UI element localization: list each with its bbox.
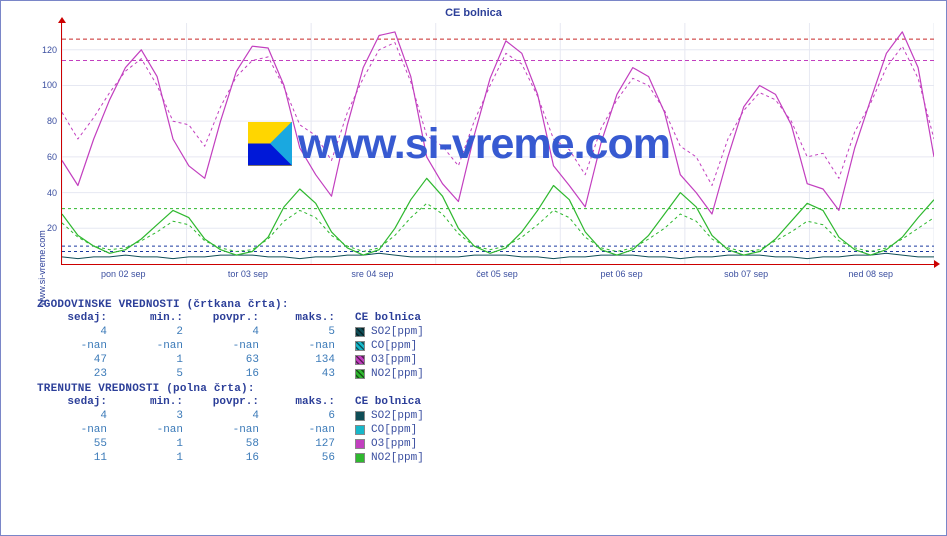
cell: -nan xyxy=(189,340,265,352)
table-row: 1111656NO2[ppm] xyxy=(37,451,934,465)
legend-cell: O3[ppm] xyxy=(341,438,417,450)
swatch-icon xyxy=(355,355,365,365)
table-row: 47163134 O3[ppm] xyxy=(37,353,934,367)
plot-area: 20406080100120 www.si-vreme.com pon 02 s… xyxy=(37,23,934,283)
y-tick: 120 xyxy=(29,45,57,55)
legend-cell: NO2[ppm] xyxy=(341,368,424,380)
x-tick: pet 06 sep xyxy=(601,269,643,279)
swatch-icon xyxy=(355,341,365,351)
cell: 56 xyxy=(265,452,341,464)
table-row: -nan-nan-nan-nanCO[ppm] xyxy=(37,423,934,437)
cell: 1 xyxy=(113,452,189,464)
table-row: 55158127 O3[ppm] xyxy=(37,437,934,451)
table-historic: ZGODOVINSKE VREDNOSTI (črtkana črta):sed… xyxy=(37,299,934,381)
site-col-header: CE bolnica xyxy=(341,312,421,324)
cell: 127 xyxy=(265,438,341,450)
cell: -nan xyxy=(265,424,341,436)
col-header: min.: xyxy=(113,312,189,324)
cell: 23 xyxy=(37,368,113,380)
series-label: O3[ppm] xyxy=(371,438,417,450)
table-current: TRENUTNE VREDNOSTI (polna črta):sedaj:mi… xyxy=(37,383,934,465)
cell: -nan xyxy=(265,340,341,352)
cell: 4 xyxy=(189,326,265,338)
cell: 11 xyxy=(37,452,113,464)
series-label: CO[ppm] xyxy=(371,424,417,436)
col-header: sedaj: xyxy=(37,312,113,324)
series-label: CO[ppm] xyxy=(371,340,417,352)
x-ticks: pon 02 sep tor 03 sep sre 04 sep čet 05 sep… xyxy=(61,267,934,283)
x-tick: ned 08 sep xyxy=(848,269,893,279)
col-header: sedaj: xyxy=(37,396,113,408)
cell: -nan xyxy=(37,424,113,436)
cell: 58 xyxy=(189,438,265,450)
cell: 47 xyxy=(37,354,113,366)
col-header: povpr.: xyxy=(189,396,265,408)
cell: 5 xyxy=(265,326,341,338)
data-tables: ZGODOVINSKE VREDNOSTI (črtkana črta):sed… xyxy=(37,299,934,467)
col-header: min.: xyxy=(113,396,189,408)
swatch-icon xyxy=(355,327,365,337)
cell: 4 xyxy=(37,326,113,338)
series-label: NO2[ppm] xyxy=(371,368,424,380)
cell: 16 xyxy=(189,452,265,464)
cell: 16 xyxy=(189,368,265,380)
site-col-header: CE bolnica xyxy=(341,396,421,408)
cell: 4 xyxy=(189,410,265,422)
cell: 4 xyxy=(37,410,113,422)
plot: www.si-vreme.com xyxy=(61,23,934,265)
y-tick: 20 xyxy=(29,223,57,233)
series-label: O3[ppm] xyxy=(371,354,417,366)
table-row: 2351643 NO2[ppm] xyxy=(37,367,934,381)
y-tick: 80 xyxy=(29,116,57,126)
y-tick: 40 xyxy=(29,188,57,198)
cell: 3 xyxy=(113,410,189,422)
x-tick: sob 07 sep xyxy=(724,269,768,279)
cell: 6 xyxy=(265,410,341,422)
legend-cell: CO[ppm] xyxy=(341,340,417,352)
table-row: 4346SO2[ppm] xyxy=(37,409,934,423)
y-tick: 60 xyxy=(29,152,57,162)
chart-title: CE bolnica xyxy=(1,7,946,19)
cell: 1 xyxy=(113,438,189,450)
y-tick: 100 xyxy=(29,80,57,90)
cell: -nan xyxy=(37,340,113,352)
table-row: -nan-nan-nan-nanCO[ppm] xyxy=(37,339,934,353)
col-header: maks.: xyxy=(265,396,341,408)
series-label: NO2[ppm] xyxy=(371,452,424,464)
x-tick: sre 04 sep xyxy=(351,269,393,279)
table-heading: TRENUTNE VREDNOSTI (polna črta): xyxy=(37,383,934,395)
swatch-icon xyxy=(355,453,365,463)
col-header: povpr.: xyxy=(189,312,265,324)
series-label: SO2[ppm] xyxy=(371,410,424,422)
watermark-logo-icon xyxy=(248,122,292,166)
cell: 134 xyxy=(265,354,341,366)
swatch-icon xyxy=(355,439,365,449)
legend-cell: O3[ppm] xyxy=(341,354,417,366)
x-tick: čet 05 sep xyxy=(476,269,518,279)
cell: 2 xyxy=(113,326,189,338)
col-header: maks.: xyxy=(265,312,341,324)
legend-cell: CO[ppm] xyxy=(341,424,417,436)
swatch-icon xyxy=(355,411,365,421)
series-label: SO2[ppm] xyxy=(371,326,424,338)
cell: 5 xyxy=(113,368,189,380)
cell: 63 xyxy=(189,354,265,366)
table-heading: ZGODOVINSKE VREDNOSTI (črtkana črta): xyxy=(37,299,934,311)
legend-cell: SO2[ppm] xyxy=(341,326,424,338)
table-row: 4245SO2[ppm] xyxy=(37,325,934,339)
swatch-icon xyxy=(355,425,365,435)
legend-cell: SO2[ppm] xyxy=(341,410,424,422)
x-tick: tor 03 sep xyxy=(228,269,268,279)
x-tick: pon 02 sep xyxy=(101,269,146,279)
cell: 43 xyxy=(265,368,341,380)
cell: -nan xyxy=(113,340,189,352)
cell: -nan xyxy=(189,424,265,436)
swatch-icon xyxy=(355,369,365,379)
watermark-text: www.si-vreme.com xyxy=(298,120,670,169)
cell: 55 xyxy=(37,438,113,450)
cell: 1 xyxy=(113,354,189,366)
chart-frame: www.si-vreme.com CE bolnica 204060801001… xyxy=(0,0,947,536)
cell: -nan xyxy=(113,424,189,436)
legend-cell: NO2[ppm] xyxy=(341,452,424,464)
